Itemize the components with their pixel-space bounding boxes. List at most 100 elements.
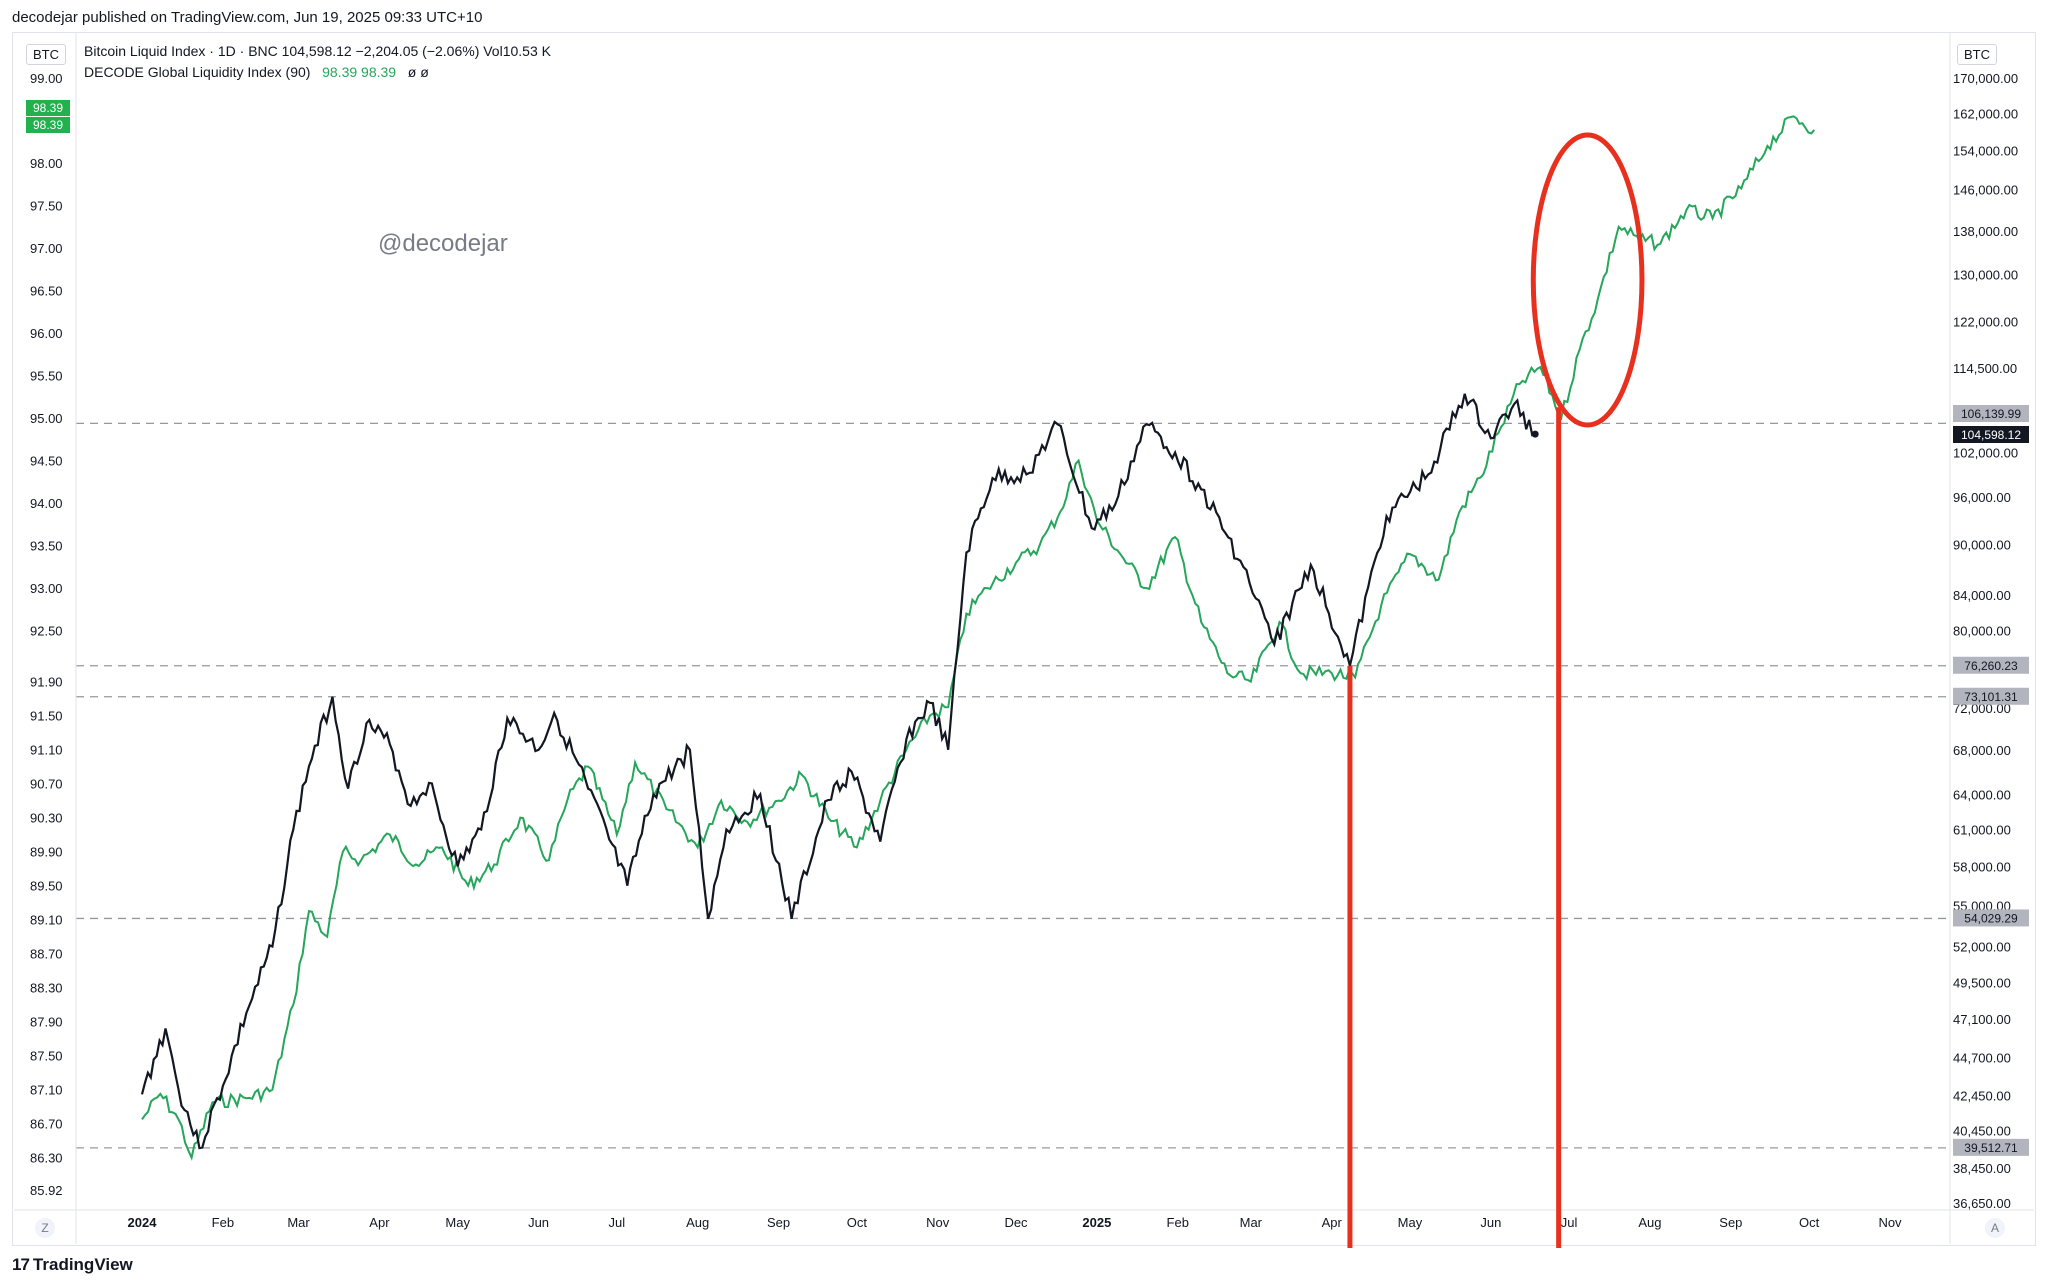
x-axis-tick-label: Aug (1638, 1215, 1661, 1230)
left-axis-tick-label: 89.50 (30, 879, 63, 894)
x-axis-tick-label: Sep (1719, 1215, 1742, 1230)
x-axis-tick-label: Apr (369, 1215, 390, 1230)
left-axis-tick-label: 98.00 (30, 156, 63, 171)
left-axis-tick-label: 88.30 (30, 981, 63, 996)
x-axis-tick-label: Nov (926, 1215, 950, 1230)
auto-scale-z-button[interactable]: Z (35, 1218, 55, 1238)
x-axis-tick-label: Nov (1878, 1215, 1902, 1230)
left-axis-tick-label: 90.30 (30, 811, 63, 826)
right-axis-tick-label: 61,000.00 (1953, 822, 2011, 837)
x-axis-tick-label: Aug (686, 1215, 709, 1230)
x-axis-tick-label: Oct (847, 1215, 868, 1230)
level-price-tag: 54,029.29 (1964, 911, 2018, 925)
x-axis-tick-label: Jun (528, 1215, 549, 1230)
legend-liquidity-extra: ø ø (407, 64, 429, 80)
x-axis-tick-label: Mar (287, 1215, 310, 1230)
legend-liquidity-name: DECODE Global Liquidity Index (90) (84, 64, 311, 80)
left-axis-tick-label: 91.50 (30, 709, 63, 724)
right-axis-tick-label: 64,000.00 (1953, 787, 2011, 802)
right-axis-currency-button[interactable]: BTC (1957, 44, 1997, 65)
x-axis-tick-label: Oct (1799, 1215, 1820, 1230)
left-value-tag-bg (26, 100, 70, 116)
right-axis-tick-label: 68,000.00 (1953, 743, 2011, 758)
left-axis-currency-button[interactable]: BTC (26, 44, 66, 65)
bitcoin-price-line (140, 393, 1536, 1150)
bitcoin-last-point (1531, 430, 1539, 438)
level-price-tag-bg (1953, 405, 2029, 422)
left-axis-tick-label: 87.50 (30, 1049, 63, 1064)
right-axis-tick-label: 58,000.00 (1953, 859, 2011, 874)
published-header: decodejar published on TradingView.com, … (12, 9, 483, 26)
left-axis-tick-label: 85.92 (30, 1183, 63, 1198)
left-axis-tick-label: 97.00 (30, 241, 63, 256)
level-price-tag: 76,260.23 (1964, 659, 2018, 673)
x-axis-tick-label: Jul (609, 1215, 626, 1230)
right-axis-tick-label: 84,000.00 (1953, 588, 2011, 603)
left-axis-tick-label: 91.10 (30, 743, 63, 758)
left-axis-tick-label: 87.90 (30, 1015, 63, 1030)
level-price-tag: 39,512.71 (1964, 1141, 2018, 1155)
left-axis-tick-label: 90.70 (30, 777, 63, 792)
left-axis-tick-label: 95.50 (30, 369, 63, 384)
level-price-tag-bg (1953, 909, 2029, 927)
left-axis-tick-label: 95.00 (30, 411, 63, 426)
liquidity-index-line (141, 115, 1816, 1161)
last-price-tag: 104,598.12 (1961, 428, 2021, 442)
left-axis-tick-label: 89.10 (30, 913, 63, 928)
legend-main-series[interactable]: Bitcoin Liquid Index · 1D · BNC 104,598.… (84, 43, 551, 59)
x-axis-tick-label: May (1398, 1215, 1423, 1230)
right-axis-tick-label: 96,000.00 (1953, 490, 2011, 505)
legend-main-series-text: Bitcoin Liquid Index · 1D · BNC 104,598.… (84, 43, 551, 59)
right-axis-tick-label: 40,450.00 (1953, 1124, 2011, 1139)
right-axis-tick-label: 90,000.00 (1953, 537, 2011, 552)
x-axis-tick-label: Apr (1322, 1215, 1343, 1230)
x-axis-tick-label: Jun (1480, 1215, 1501, 1230)
auto-scale-a-button[interactable]: A (1985, 1218, 2005, 1238)
right-axis-tick-label: 80,000.00 (1953, 624, 2011, 639)
left-axis-tick-label: 99.00 (30, 71, 63, 86)
chart-panel (12, 32, 2036, 1246)
right-axis-tick-label: 49,500.00 (1953, 976, 2011, 991)
left-axis-tick-label: 91.90 (30, 675, 63, 690)
right-axis-tick-label: 162,000.00 (1953, 106, 2018, 121)
level-price-tag: 106,139.99 (1961, 407, 2021, 421)
right-axis-tick-label: 36,650.00 (1953, 1196, 2011, 1211)
right-axis-tick-label: 122,000.00 (1953, 314, 2018, 329)
x-axis-tick-label: Dec (1004, 1215, 1028, 1230)
level-price-tag: 73,101.31 (1964, 690, 2018, 704)
right-axis-tick-label: 114,500.00 (1953, 361, 2017, 376)
x-axis-tick-label: Mar (1240, 1215, 1263, 1230)
highlight-ellipse (1530, 132, 1645, 428)
last-price-tag-bg (1953, 426, 2029, 443)
legend-liquidity-series[interactable]: DECODE Global Liquidity Index (90) 98.39… (84, 64, 429, 80)
x-axis-tick-label: May (445, 1215, 470, 1230)
left-value-tag: 98.39 (33, 118, 63, 132)
right-axis-tick-label: 170,000.00 (1953, 71, 2018, 86)
left-axis-tick-label: 94.00 (30, 496, 63, 511)
x-axis-tick-label: Jul (1561, 1215, 1578, 1230)
left-axis-tick-label: 86.70 (30, 1117, 63, 1132)
left-axis-tick-label: 96.00 (30, 326, 63, 341)
left-axis-tick-label: 92.50 (30, 624, 63, 639)
right-axis-tick-label: 130,000.00 (1953, 268, 2018, 283)
right-axis-tick-label: 52,000.00 (1953, 940, 2011, 955)
left-axis-tick-label: 88.70 (30, 947, 63, 962)
right-axis-tick-label: 38,450.00 (1953, 1161, 2011, 1176)
x-axis-tick-label: Feb (212, 1215, 234, 1230)
legend-liquidity-values: 98.39 98.39 (322, 64, 397, 80)
tradingview-logo: 17 (12, 1255, 30, 1274)
watermark-handle: @decodejar (378, 230, 508, 257)
right-axis-tick-label: 47,100.00 (1953, 1012, 2011, 1027)
left-axis-tick-label: 93.50 (30, 539, 63, 554)
left-axis-tick-label: 93.00 (30, 581, 63, 596)
left-value-tag: 98.39 (33, 101, 63, 115)
level-price-tag-bg (1953, 687, 2029, 705)
left-axis-tick-label: 97.50 (30, 199, 63, 214)
right-axis-tick-label: 146,000.00 (1953, 183, 2018, 198)
right-axis-tick-label: 138,000.00 (1953, 224, 2018, 239)
right-axis-tick-label: 154,000.00 (1953, 143, 2018, 158)
tradingview-footer: 17 TradingView (12, 1255, 133, 1275)
right-axis-tick-label: 42,450.00 (1953, 1088, 2011, 1103)
left-axis-tick-label: 89.90 (30, 845, 63, 860)
